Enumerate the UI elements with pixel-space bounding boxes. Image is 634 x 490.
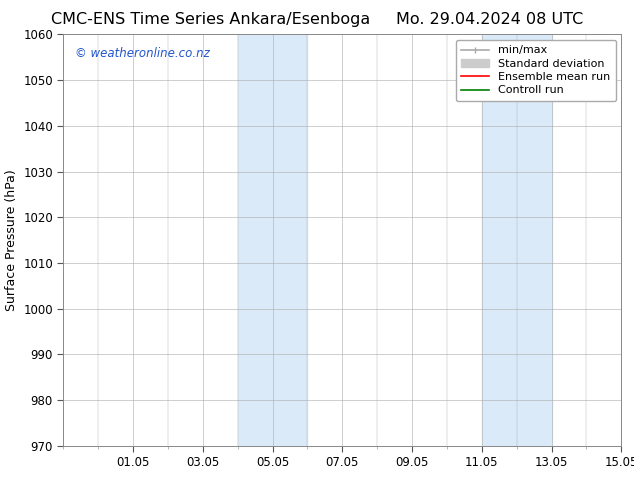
- Bar: [482, 34, 552, 446]
- Text: CMC-ENS Time Series Ankara/Esenboga: CMC-ENS Time Series Ankara/Esenboga: [51, 12, 370, 27]
- Text: Mo. 29.04.2024 08 UTC: Mo. 29.04.2024 08 UTC: [396, 12, 583, 27]
- Y-axis label: Surface Pressure (hPa): Surface Pressure (hPa): [4, 169, 18, 311]
- Legend: min/max, Standard deviation, Ensemble mean run, Controll run: min/max, Standard deviation, Ensemble me…: [456, 40, 616, 101]
- Bar: [238, 34, 307, 446]
- Text: © weatheronline.co.nz: © weatheronline.co.nz: [75, 47, 209, 60]
